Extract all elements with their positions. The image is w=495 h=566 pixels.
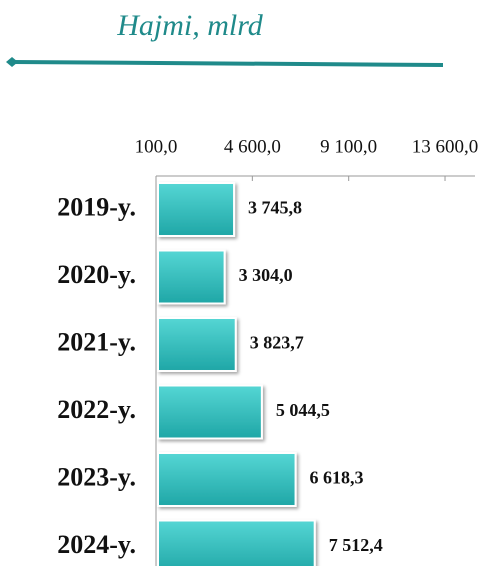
bar [157, 384, 263, 440]
x-tick-label: 100,0 [135, 136, 178, 157]
y-tick-label: 2019-y. [57, 192, 136, 221]
chart-title: Hajmi, mlrd [116, 9, 264, 42]
bar [157, 317, 237, 372]
y-tick-label: 2020-y. [57, 260, 136, 289]
bar [157, 182, 236, 237]
decor-line [11, 60, 444, 67]
x-tick-label: 9 100,0 [320, 136, 377, 157]
y-tick-label: 2024-y. [57, 530, 136, 559]
x-tick-label: 13 600,0 [412, 136, 479, 157]
bar [157, 249, 226, 305]
decor-diamond [6, 57, 18, 67]
value-label: 5 044,5 [276, 400, 330, 420]
value-label: 6 618,3 [310, 468, 364, 488]
y-tick-label: 2022-y. [57, 395, 136, 424]
x-tick-label: 4 600,0 [224, 136, 281, 157]
value-label: 3 745,8 [248, 198, 302, 218]
y-tick-label: 2021-y. [57, 327, 136, 356]
value-label: 7 512,4 [329, 535, 383, 555]
value-label: 3 304,0 [239, 265, 293, 285]
bar [157, 519, 316, 566]
value-label: 3 823,7 [250, 333, 304, 353]
bar [157, 452, 297, 507]
y-tick-label: 2023-y. [57, 462, 136, 491]
